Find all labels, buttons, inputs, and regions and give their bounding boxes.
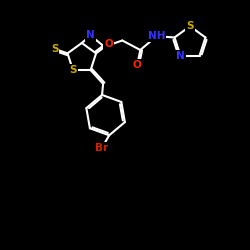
Text: S: S <box>69 65 77 75</box>
Text: O: O <box>133 60 142 70</box>
Text: N: N <box>176 51 185 61</box>
Text: S: S <box>186 21 194 31</box>
Text: O: O <box>104 39 113 49</box>
Text: NH: NH <box>148 31 165 41</box>
Text: Br: Br <box>95 143 108 153</box>
Text: N: N <box>86 30 95 40</box>
Text: S: S <box>51 44 58 54</box>
